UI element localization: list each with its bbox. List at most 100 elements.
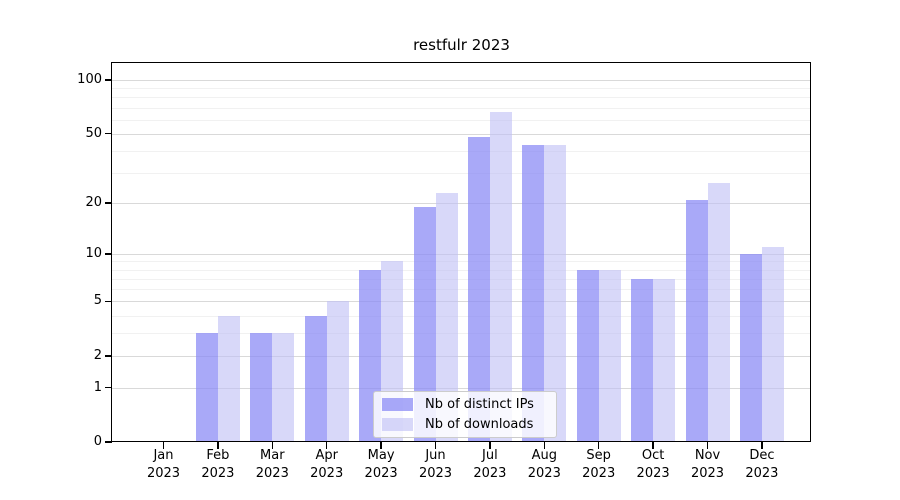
gridline-major [112, 301, 811, 303]
gridline-minor [112, 119, 811, 121]
y-tick-mark [105, 441, 112, 443]
y-tick-label: 10 [85, 245, 102, 261]
x-tick-label: Apr 2023 [297, 447, 357, 483]
y-tick-label: 20 [85, 195, 102, 211]
x-tick-month: Nov [694, 448, 721, 463]
y-tick-mark [105, 300, 112, 303]
y-tick-mark [105, 202, 112, 204]
x-tick-month: May [367, 448, 395, 463]
x-tick-label: May 2023 [351, 447, 411, 483]
x-tick-mark [271, 442, 273, 449]
legend: Nb of distinct IPs Nb of downloads [373, 391, 557, 438]
gridline-minor [112, 107, 811, 109]
x-tick-mark [489, 442, 491, 449]
gridline-minor [112, 278, 811, 280]
legend-label-distinct-ips: Nb of distinct IPs [425, 397, 534, 412]
y-tick-label: 2 [93, 347, 102, 363]
x-tick-mark [217, 442, 219, 449]
gridline-major [112, 133, 811, 135]
x-tick-month: Jun [425, 448, 446, 463]
gridline-minor [112, 289, 811, 291]
gridline-minor [112, 172, 811, 174]
y-tick-label: 0 [93, 434, 102, 449]
gridline-minor [112, 315, 811, 317]
x-tick-mark [380, 442, 382, 449]
bar-distinct-ips-feb [195, 333, 218, 442]
x-tick-month: Jul [482, 448, 498, 463]
y-tick-label: 1 [93, 379, 102, 395]
y-tick-mark [105, 386, 112, 389]
gridline-minor [112, 269, 811, 271]
x-tick-mark [326, 442, 328, 449]
gridline-major [112, 203, 811, 205]
x-tick-year: 2023 [201, 466, 235, 481]
bar-downloads-apr [326, 301, 349, 442]
x-tick-mark [706, 442, 709, 449]
x-tick-month: Dec [749, 448, 775, 463]
gridline-minor [112, 261, 811, 263]
x-tick-year: 2023 [364, 466, 398, 481]
gridline-major [112, 253, 811, 255]
bar-distinct-ips-sep [576, 269, 599, 442]
bar-downloads-jun [435, 192, 458, 442]
x-tick-label: Nov 2023 [678, 447, 738, 483]
x-tick-year: 2023 [255, 466, 289, 481]
bar-downloads-sep [598, 269, 621, 442]
gridline-major [112, 387, 811, 389]
y-tick-label: 5 [93, 293, 102, 309]
x-tick-month: Apr [315, 448, 338, 463]
x-tick-year: 2023 [527, 466, 561, 481]
y-tick-mark [105, 79, 112, 81]
x-tick-mark [761, 442, 763, 449]
x-tick-mark [543, 442, 545, 449]
bar-downloads-aug [544, 145, 567, 442]
x-tick-label: Mar 2023 [242, 447, 302, 483]
x-tick-label: Sep 2023 [569, 447, 629, 483]
legend-swatch-downloads [382, 418, 413, 431]
x-tick-month: Mar [260, 448, 285, 463]
x-tick-label: Aug 2023 [514, 447, 574, 483]
x-tick-month: Aug [531, 448, 557, 463]
x-tick-month: Jan [153, 448, 174, 463]
x-tick-month: Sep [586, 448, 611, 463]
legend-entry-downloads: Nb of downloads [380, 416, 550, 433]
bar-downloads-jul [489, 112, 512, 442]
bar-downloads-nov [707, 183, 730, 442]
x-tick-label: Jul 2023 [460, 447, 520, 483]
legend-entry-distinct-ips: Nb of distinct IPs [380, 396, 550, 413]
x-tick-year: 2023 [690, 466, 725, 481]
gridline-minor [112, 150, 811, 152]
legend-label-downloads: Nb of downloads [425, 417, 534, 432]
gridline-minor [112, 88, 811, 90]
gridline-major [112, 79, 811, 81]
y-tick-mark [105, 132, 112, 135]
gridline-major [112, 355, 811, 357]
legend-swatch-distinct-ips [382, 398, 413, 411]
gridline-minor [112, 333, 811, 335]
bar-downloads-oct [653, 278, 676, 442]
x-tick-year: 2023 [418, 466, 453, 481]
bar-distinct-ips-jun [413, 207, 436, 442]
y-tick-mark [105, 253, 112, 255]
y-tick-label: 100 [77, 71, 102, 87]
x-tick-year: 2023 [582, 466, 616, 481]
y-tick-mark [105, 355, 112, 357]
bar-distinct-ips-jul [467, 136, 490, 442]
bar-downloads-dec [761, 247, 784, 442]
x-tick-mark [652, 442, 654, 449]
x-tick-mark [434, 442, 437, 449]
x-tick-label: Feb 2023 [188, 447, 248, 483]
x-tick-year: 2023 [473, 466, 507, 481]
x-tick-label: Jan 2023 [134, 447, 194, 483]
gridline-minor [112, 97, 811, 99]
x-tick-mark [598, 442, 600, 449]
x-tick-label: Jun 2023 [406, 447, 466, 483]
y-tick-label: 50 [85, 125, 102, 141]
x-tick-year: 2023 [146, 466, 181, 481]
x-tick-year: 2023 [310, 466, 344, 481]
x-tick-month: Oct [641, 448, 665, 463]
bar-distinct-ips-dec [739, 253, 762, 442]
bar-distinct-ips-apr [304, 315, 327, 442]
chart-title: restfulr 2023 [413, 36, 510, 54]
